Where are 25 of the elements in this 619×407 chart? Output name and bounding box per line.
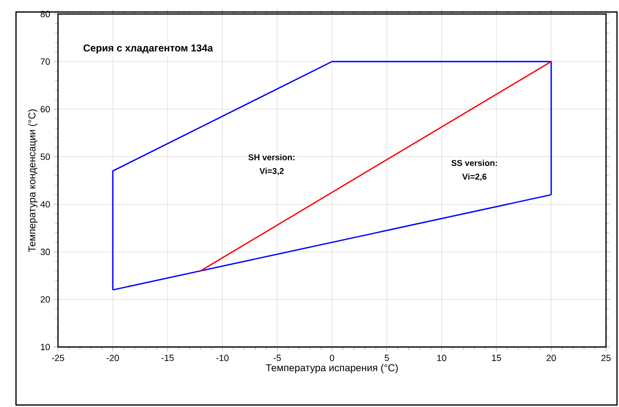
y-tick-label: 30 bbox=[40, 248, 50, 256]
x-tick-label: 0 bbox=[330, 354, 334, 362]
x-tick-label: -15 bbox=[162, 354, 174, 362]
x-tick-label: 15 bbox=[492, 354, 502, 362]
annotation: SH version: bbox=[248, 154, 294, 160]
annotation: SS version: bbox=[451, 160, 497, 166]
x-tick-label: 20 bbox=[546, 354, 556, 362]
x-tick-label: 5 bbox=[384, 354, 389, 362]
x-tick-label: -20 bbox=[106, 354, 119, 362]
annotation: Vi=3,2 bbox=[260, 168, 284, 176]
y-tick-label: 70 bbox=[40, 58, 50, 65]
x-tick-label: -5 bbox=[274, 354, 281, 362]
x-tick-label: 25 bbox=[601, 354, 611, 362]
y-tick-label: 10 bbox=[40, 344, 50, 350]
y-tick-label: 20 bbox=[40, 296, 50, 303]
x-tick-label: -25 bbox=[52, 354, 64, 362]
text: Серия с хладагентом 134a bbox=[84, 44, 214, 54]
y-axis-title: Температура конденсации (°C) bbox=[28, 109, 38, 252]
x-axis-title: Температура испарения (°C) bbox=[266, 364, 398, 374]
y-tick-label: 60 bbox=[40, 106, 50, 112]
annotation: Vi=2,6 bbox=[462, 173, 486, 181]
x-tick-label: 10 bbox=[437, 354, 446, 362]
y-tick-label: 50 bbox=[40, 154, 50, 160]
x-tick-label: -10 bbox=[216, 354, 229, 362]
y-tick-label: 40 bbox=[40, 201, 50, 208]
